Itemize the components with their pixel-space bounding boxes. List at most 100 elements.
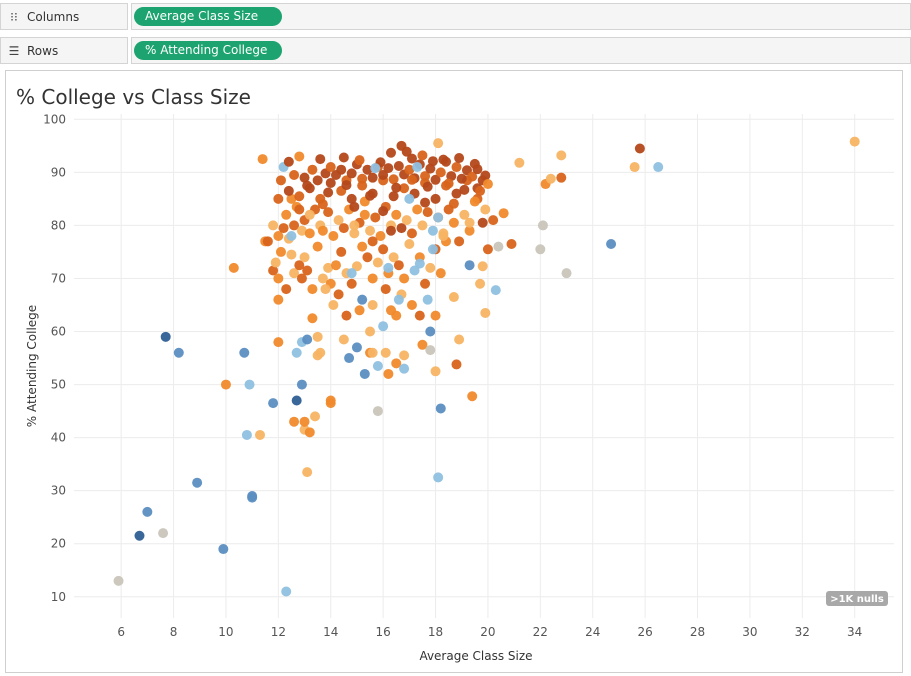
scatter-point[interactable]	[349, 228, 360, 239]
scatter-point[interactable]	[383, 368, 394, 379]
scatter-point[interactable]	[317, 273, 328, 284]
scatter-point[interactable]	[459, 184, 470, 195]
scatter-point[interactable]	[488, 215, 499, 226]
rows-pill[interactable]: % Attending College	[134, 41, 282, 60]
scatter-point[interactable]	[417, 339, 428, 350]
scatter-point[interactable]	[393, 260, 404, 271]
scatter-point[interactable]	[383, 163, 394, 174]
scatter-point[interactable]	[362, 164, 373, 175]
scatter-point[interactable]	[296, 273, 307, 284]
rows-drop-zone[interactable]: % Attending College	[131, 37, 911, 64]
scatter-point[interactable]	[490, 285, 501, 296]
scatter-point[interactable]	[294, 260, 305, 271]
scatter-point[interactable]	[296, 379, 307, 390]
scatter-point[interactable]	[422, 207, 433, 218]
scatter-point[interactable]	[383, 262, 394, 273]
scatter-point[interactable]	[307, 313, 318, 324]
scatter-point[interactable]	[498, 208, 509, 219]
scatter-point[interactable]	[451, 162, 462, 173]
scatter-point[interactable]	[420, 278, 431, 289]
scatter-point[interactable]	[328, 231, 339, 242]
scatter-point[interactable]	[317, 199, 328, 210]
scatter-point[interactable]	[454, 334, 465, 345]
scatter-point[interactable]	[454, 236, 465, 247]
columns-pill[interactable]: Average Class Size	[134, 7, 282, 26]
scatter-point[interactable]	[385, 147, 396, 158]
scatter-point[interactable]	[304, 427, 315, 438]
scatter-point[interactable]	[482, 179, 493, 190]
scatter-point[interactable]	[357, 241, 368, 252]
scatter-point[interactable]	[482, 244, 493, 255]
scatter-point[interactable]	[346, 268, 357, 279]
scatter-point[interactable]	[268, 265, 279, 276]
scatter-point[interactable]	[556, 172, 567, 183]
scatter-point[interactable]	[286, 249, 297, 260]
scatter-point[interactable]	[357, 180, 368, 191]
scatter-point[interactable]	[244, 379, 255, 390]
scatter-point[interactable]	[338, 334, 349, 345]
scatter-point[interactable]	[255, 429, 266, 440]
scatter-point[interactable]	[475, 278, 486, 289]
scatter-point[interactable]	[425, 326, 436, 337]
scatter-point[interactable]	[459, 209, 470, 220]
scatter-point[interactable]	[294, 204, 305, 215]
scatter-point[interactable]	[561, 268, 572, 279]
scatter-point[interactable]	[414, 258, 425, 269]
scatter-point[interactable]	[380, 284, 391, 295]
scatter-point[interactable]	[480, 307, 491, 318]
scatter-point[interactable]	[467, 391, 478, 402]
scatter-point[interactable]	[606, 238, 617, 249]
scatter-point[interactable]	[275, 175, 286, 186]
scatter-point[interactable]	[323, 262, 334, 273]
scatter-point[interactable]	[278, 223, 289, 234]
scatter-point[interactable]	[365, 190, 376, 201]
scatter-point[interactable]	[438, 154, 449, 165]
scatter-point[interactable]	[396, 223, 407, 234]
scatter-point[interactable]	[323, 187, 334, 198]
scatter-point[interactable]	[404, 193, 415, 204]
scatter-point[interactable]	[113, 575, 124, 586]
scatter-point[interactable]	[406, 299, 417, 310]
scatter-point[interactable]	[448, 292, 459, 303]
scatter-point[interactable]	[281, 586, 292, 597]
scatter-point[interactable]	[289, 170, 300, 181]
scatter-point[interactable]	[438, 228, 449, 239]
scatter-point[interactable]	[346, 193, 357, 204]
scatter-point[interactable]	[653, 162, 664, 173]
scatter-point[interactable]	[367, 236, 378, 247]
scatter-point[interactable]	[414, 310, 425, 321]
scatter-point[interactable]	[354, 155, 365, 166]
scatter-point[interactable]	[315, 154, 326, 165]
scatter-point[interactable]	[349, 220, 360, 231]
scatter-point[interactable]	[404, 164, 415, 175]
scatter-point[interactable]	[173, 347, 184, 358]
scatter-point[interactable]	[412, 162, 423, 173]
scatter-point[interactable]	[320, 284, 331, 295]
scatter-point[interactable]	[344, 353, 355, 364]
columns-drop-zone[interactable]: Average Class Size	[131, 3, 911, 30]
scatter-point[interactable]	[388, 252, 399, 263]
scatter-point[interactable]	[430, 174, 441, 185]
scatter-point[interactable]	[401, 146, 412, 157]
scatter-point[interactable]	[370, 212, 381, 223]
scatter-point[interactable]	[367, 172, 378, 183]
scatter-plot[interactable]: 10 20 30 40 50 60 70 80 90 100 6 8 10 12 14 16 18 20 22 24…	[6, 71, 902, 672]
scatter-point[interactable]	[372, 406, 383, 417]
scatter-point[interactable]	[241, 429, 252, 440]
scatter-point[interactable]	[469, 158, 480, 169]
scatter-point[interactable]	[375, 231, 386, 242]
scatter-point[interactable]	[291, 347, 302, 358]
scatter-point[interactable]	[467, 171, 478, 182]
scatter-point[interactable]	[422, 294, 433, 305]
scatter-point[interactable]	[289, 268, 300, 279]
scatter-point[interactable]	[399, 273, 410, 284]
scatter-point[interactable]	[372, 361, 383, 371]
scatter-point[interactable]	[430, 366, 441, 377]
scatter-point[interactable]	[351, 342, 362, 353]
scatter-point[interactable]	[367, 273, 378, 284]
scatter-point[interactable]	[514, 157, 525, 168]
scatter-point[interactable]	[291, 395, 302, 406]
scatter-point[interactable]	[281, 284, 292, 295]
scatter-point[interactable]	[323, 207, 334, 218]
scatter-point[interactable]	[448, 217, 459, 228]
